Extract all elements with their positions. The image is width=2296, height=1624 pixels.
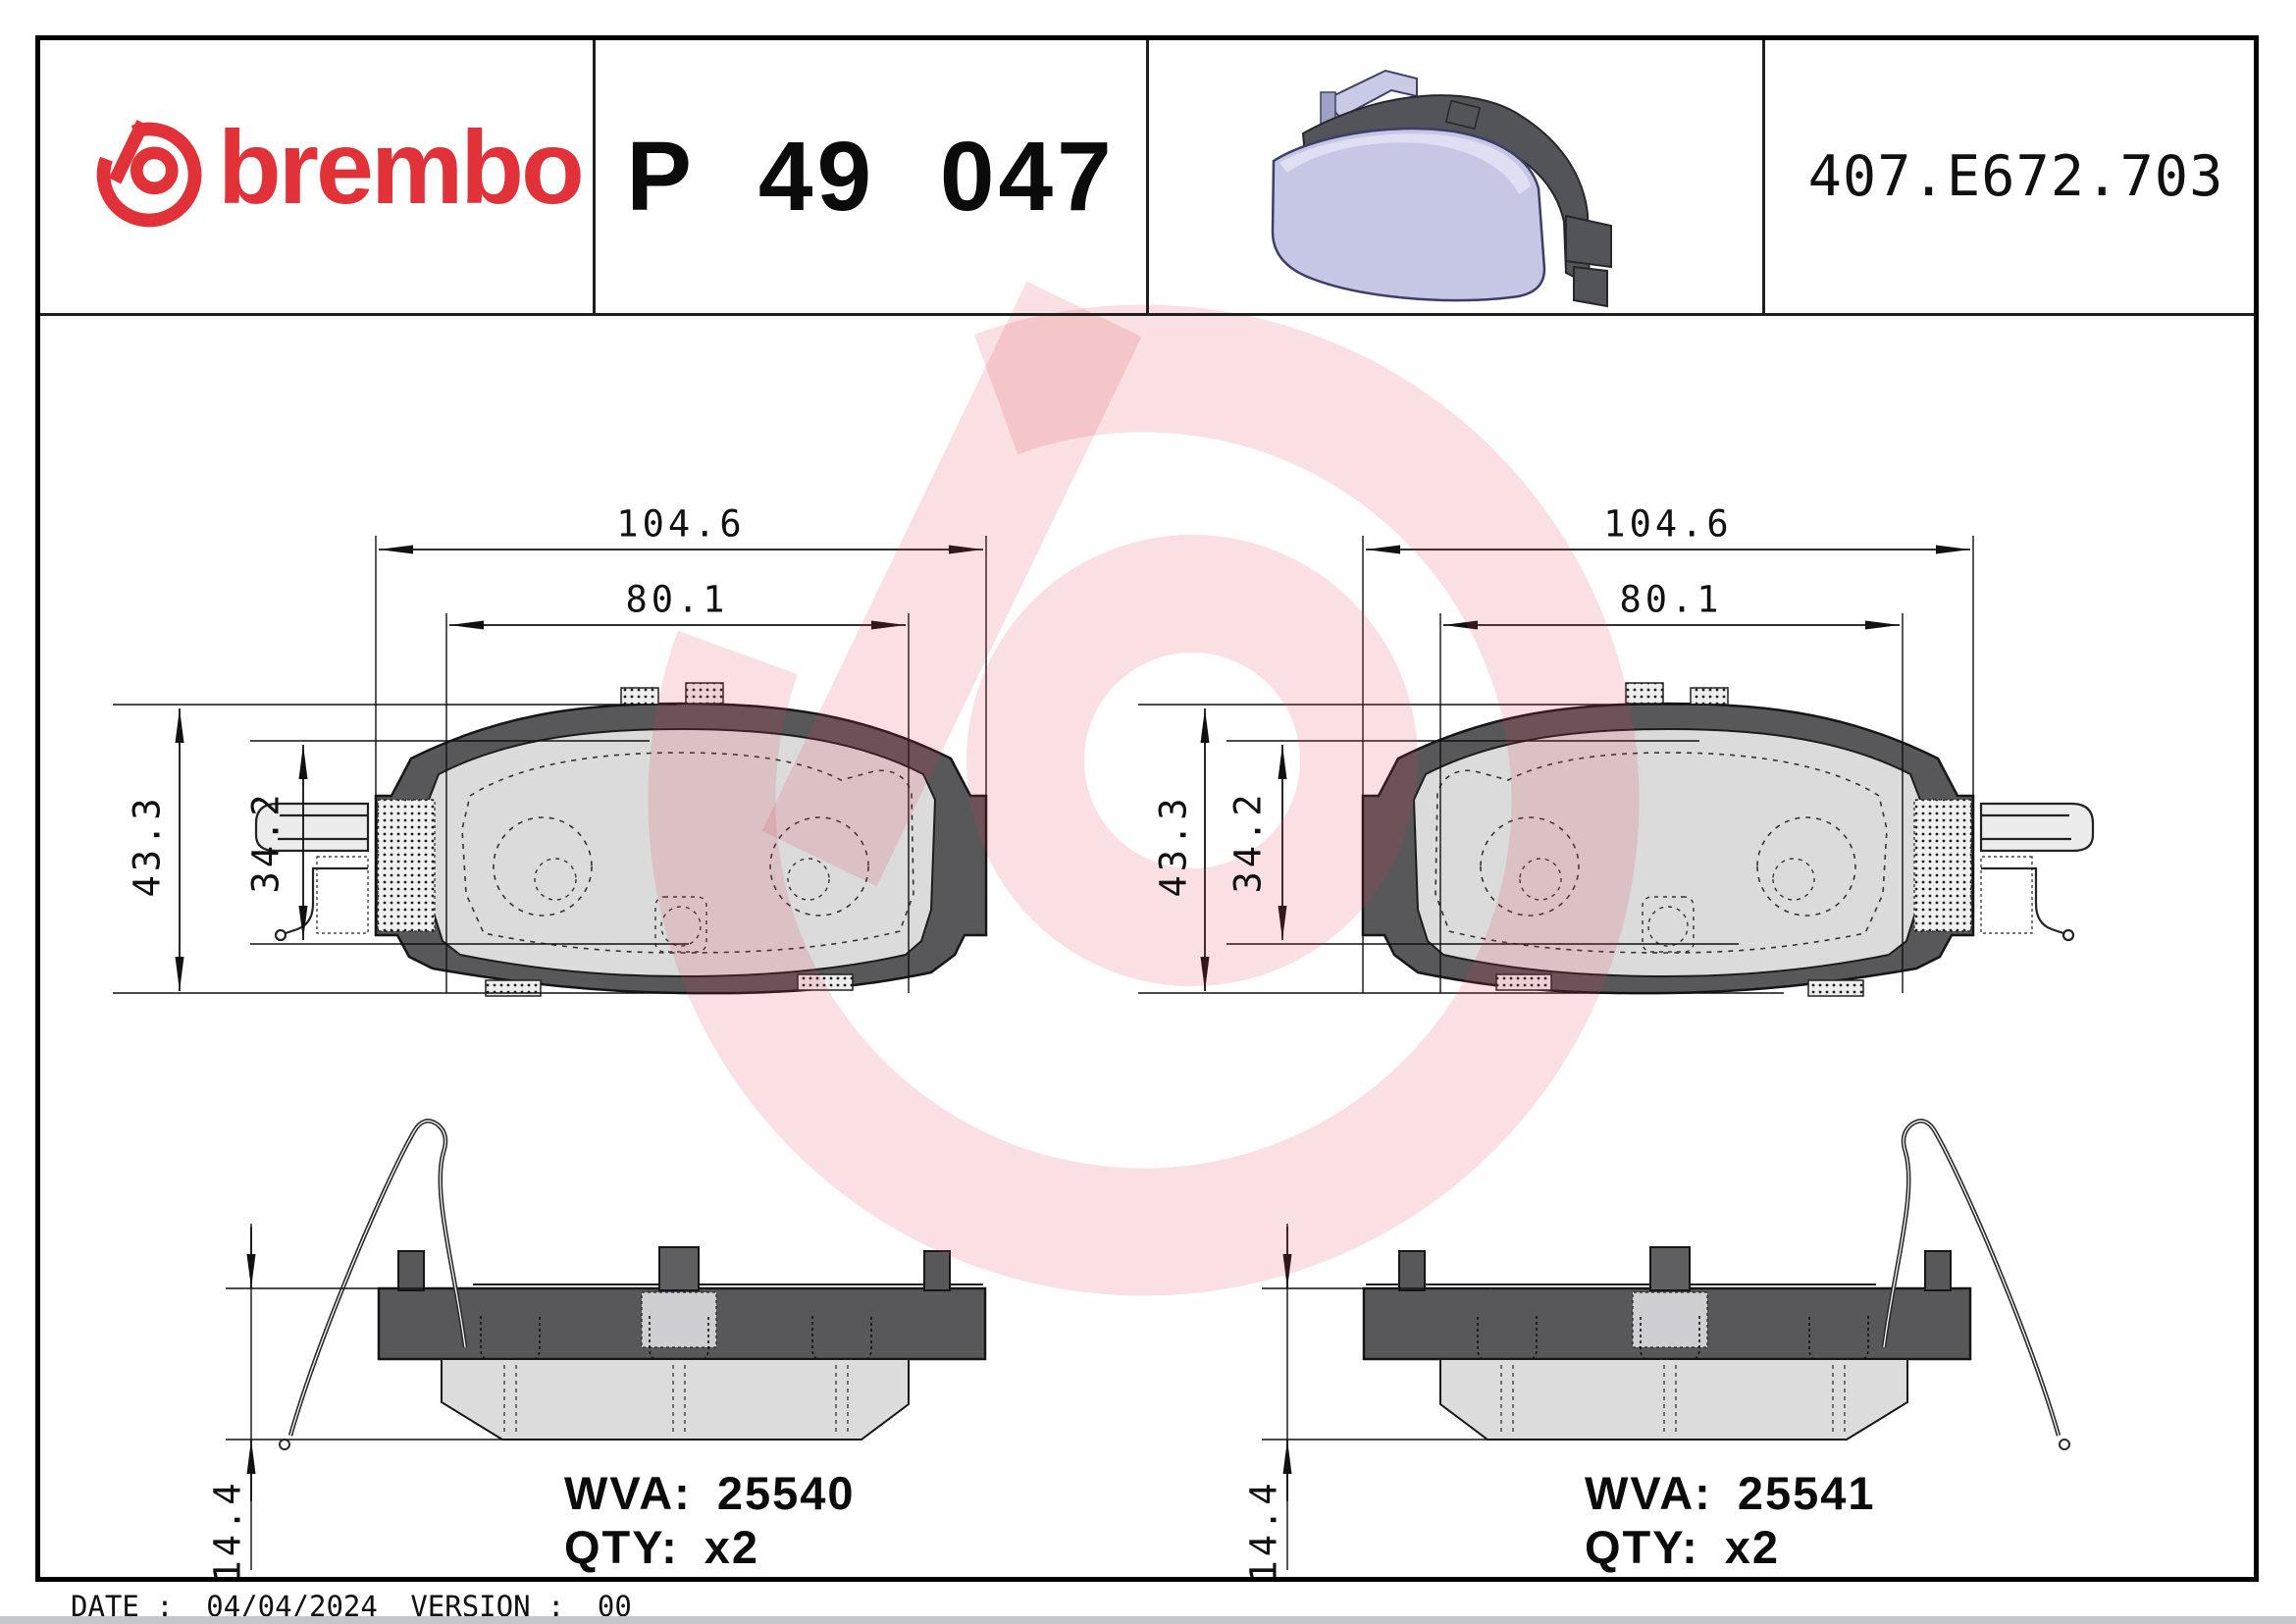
dim-friction-width-right: 80.1 — [1619, 578, 1723, 621]
dim-friction-width-left: 80.1 — [625, 578, 729, 621]
brake-pad-3d-image — [1271, 69, 1612, 308]
dim-thickness-right: 14.4 — [1242, 1479, 1285, 1583]
qty-value-left: x2 — [704, 1521, 760, 1573]
qty-label-left: QTY: — [564, 1521, 679, 1573]
part-number-cell: P 49 047 — [596, 40, 1146, 313]
reference-code: 407.E672.703 — [1807, 144, 2224, 209]
wva-number-left: 25540 — [716, 1467, 856, 1519]
drawing-frame — [35, 35, 2259, 1582]
header-divider-3 — [1762, 40, 1765, 316]
dim-overall-width-right: 104.6 — [1603, 502, 1733, 546]
qty-line-left: QTY: x2 — [564, 1520, 759, 1574]
wva-line-left: WVA: 25540 — [564, 1466, 856, 1520]
front-view-left-drawing — [113, 536, 988, 998]
dim-friction-height-left: 34.2 — [244, 790, 287, 894]
reference-code-cell: 407.E672.703 — [1765, 40, 2267, 313]
header-divider-1 — [593, 40, 596, 316]
dim-overall-width-left: 104.6 — [616, 502, 746, 546]
dim-overall-height-left: 43.3 — [126, 794, 169, 898]
dim-overall-height-right: 43.3 — [1152, 794, 1195, 898]
qty-value-right: x2 — [1724, 1521, 1781, 1573]
dim-thickness-left: 14.4 — [206, 1479, 249, 1583]
part-number: P 49 047 — [626, 121, 1116, 232]
qty-line-right: QTY: x2 — [1585, 1520, 1780, 1574]
brand-wordmark: brembo — [218, 110, 585, 226]
brembo-logo-icon — [94, 120, 204, 230]
dim-friction-height-right: 34.2 — [1226, 790, 1270, 894]
wva-label-left: WVA: — [564, 1467, 692, 1519]
wva-label-right: WVA: — [1585, 1467, 1712, 1519]
wva-number-right: 25541 — [1737, 1467, 1876, 1519]
brembo-logo — [94, 120, 204, 230]
side-view-left-drawing — [226, 1121, 985, 1570]
header-divider-2 — [1146, 40, 1149, 316]
window-bottom-edge — [0, 1616, 2296, 1624]
qty-label-right: QTY: — [1585, 1521, 1699, 1573]
wva-line-right: WVA: 25541 — [1585, 1466, 1876, 1520]
